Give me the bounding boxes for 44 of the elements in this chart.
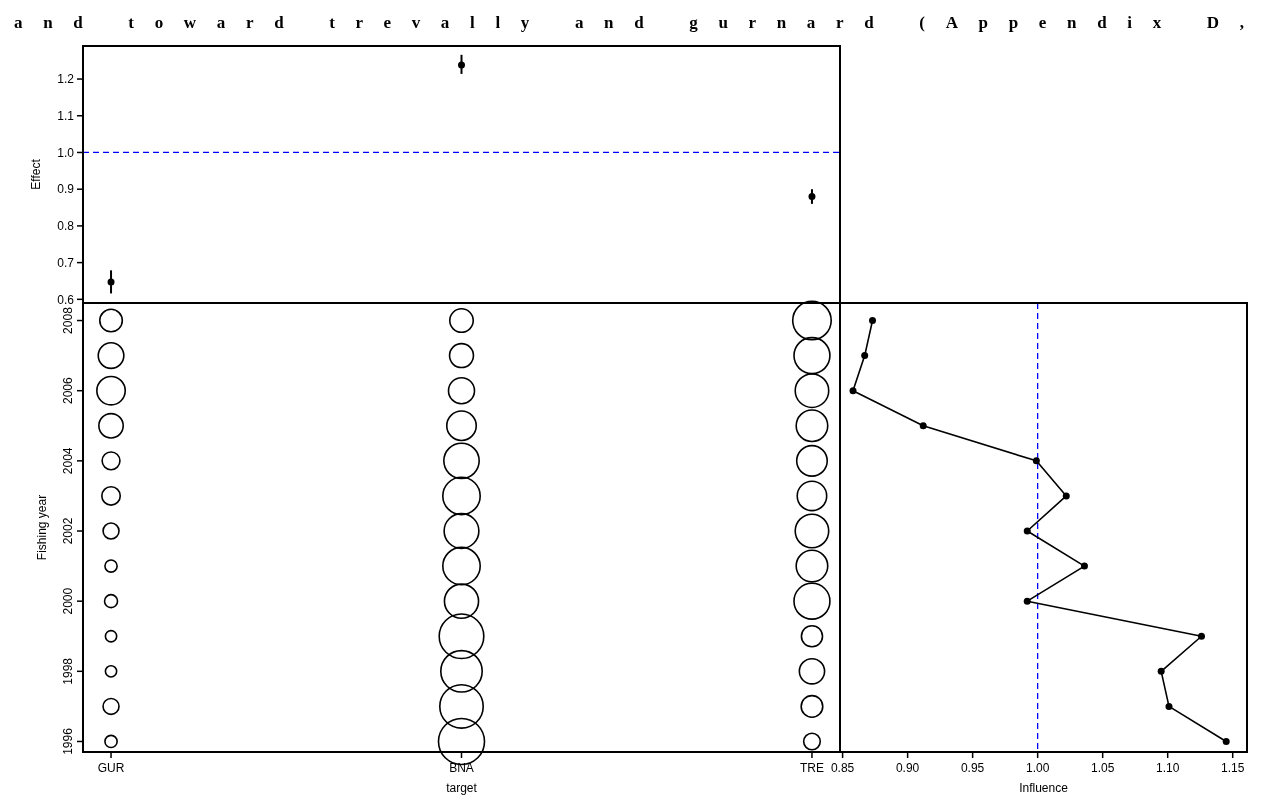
text: and toward trevally and gurnard (Appendix D, xyxy=(14,13,1244,32)
point xyxy=(1222,737,1230,745)
y-tick-label: 2000 xyxy=(61,587,75,615)
point xyxy=(107,278,115,286)
point xyxy=(1023,527,1031,535)
y-axis-title: Effect xyxy=(29,158,43,190)
point xyxy=(808,193,816,201)
x-tick-label: 0.90 xyxy=(895,761,920,775)
point xyxy=(1080,562,1088,570)
y-tick-label: 0.9 xyxy=(57,182,75,197)
x-tick-label: 1.05 xyxy=(1090,761,1115,775)
point xyxy=(458,61,465,69)
point xyxy=(849,387,857,395)
y-tick-label: 1.1 xyxy=(57,108,75,123)
y-tick-label: 1998 xyxy=(61,657,75,685)
y-tick-label: 1.0 xyxy=(57,145,75,160)
point xyxy=(1157,667,1165,675)
y-axis-title: Fishing year xyxy=(35,494,49,561)
point xyxy=(869,317,877,325)
y-tick-label: 1.2 xyxy=(57,72,75,87)
y-tick-label: 1996 xyxy=(61,727,75,755)
x-axis-title: Influence xyxy=(1019,781,1069,795)
y-tick-label: 2004 xyxy=(61,447,75,475)
point xyxy=(1023,597,1031,605)
x-tick-label: 0.95 xyxy=(960,761,985,775)
point xyxy=(1197,632,1205,640)
y-tick-label: 2002 xyxy=(61,517,75,545)
point xyxy=(861,352,869,360)
x-tick-label: TRE xyxy=(799,761,824,775)
point xyxy=(919,422,927,430)
x-tick-label: 0.85 xyxy=(830,761,855,775)
point xyxy=(1165,702,1173,710)
x-tick-label: 1.00 xyxy=(1025,761,1050,775)
x-axis-title: target xyxy=(446,781,478,795)
x-tick-label: GUR xyxy=(97,761,125,775)
y-tick-label: 0.6 xyxy=(57,292,75,307)
point xyxy=(1032,457,1040,465)
y-tick-label: 0.7 xyxy=(57,255,75,270)
x-tick-label: 1.10 xyxy=(1156,761,1180,775)
y-tick-label: 2006 xyxy=(61,377,75,405)
x-tick-label: 1.15 xyxy=(1221,761,1245,775)
y-tick-label: 0.8 xyxy=(57,219,75,234)
y-tick-label: 2008 xyxy=(61,306,75,334)
point xyxy=(1062,492,1070,500)
